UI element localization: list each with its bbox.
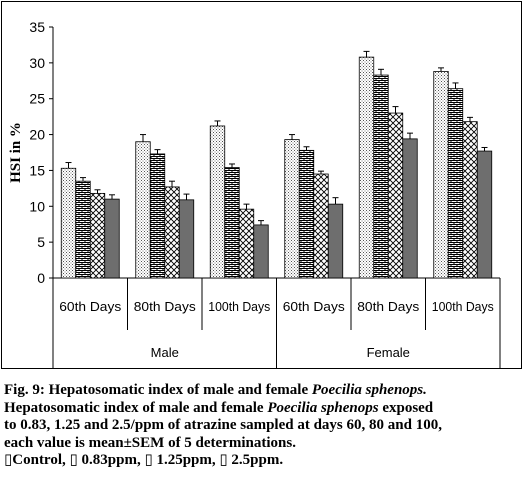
x-tick-label: 60th Days <box>283 299 346 314</box>
caption-line-2: Hepatosomatic index of male and female P… <box>4 400 522 418</box>
y-tick-label: 35 <box>29 19 45 35</box>
y-tick-label: 30 <box>29 55 45 71</box>
bar-1-25ppm <box>462 121 478 279</box>
bar-2-5ppm <box>104 198 120 279</box>
bar-control <box>60 167 77 279</box>
caption-line1-text: Fig. 9: Hepatosomatic index of male and … <box>4 382 312 398</box>
figure-caption: Fig. 9: Hepatosomatic index of male and … <box>4 382 522 470</box>
legend-mark-icon: ▯ <box>69 452 78 468</box>
bar-0-83ppm <box>298 149 315 279</box>
hsi-bar-chart: 0 5 10 15 20 25 30 35 HSI in % 60th Days 80th Days… <box>8 19 501 368</box>
y-tick-label: 25 <box>29 91 45 107</box>
bar-2-5ppm <box>253 224 269 279</box>
x-tick-label: 80th Days <box>134 299 197 314</box>
bar-2-5ppm <box>402 138 418 279</box>
bar-control <box>209 125 226 279</box>
x-tick-label: 100th Days <box>432 299 494 314</box>
caption-line-4: each value is mean±SEM of 5 determinatio… <box>4 434 296 451</box>
legend-mark-icon: ▯ <box>219 452 228 468</box>
bar-1-25ppm <box>89 192 106 279</box>
y-tick-label: 5 <box>37 234 45 250</box>
caption-species-2: Poecilia sphenops <box>267 399 379 416</box>
bar-1-25ppm <box>387 112 404 279</box>
chart-frame <box>1 1 522 369</box>
caption-species-1: Poecilia sphenops. <box>311 382 427 398</box>
y-tick-label: 10 <box>29 198 45 214</box>
legend-control: Control, <box>12 452 70 468</box>
bar-0-83ppm <box>75 180 91 279</box>
group-label: Male <box>151 345 179 360</box>
bar-control <box>433 71 449 279</box>
legend-2-5ppm: 2.5ppm. <box>227 452 284 468</box>
x-tick-label: 80th Days <box>357 299 420 314</box>
axes <box>49 26 501 368</box>
y-axis-title: HSI in % <box>8 122 24 183</box>
legend-1-25ppm: 1.25ppm, <box>152 452 220 468</box>
legend-0-83ppm: 0.83ppm, <box>77 452 145 468</box>
bar-0-83ppm <box>373 74 389 279</box>
bar-0-83ppm <box>447 88 464 279</box>
bar-2-5ppm <box>476 150 493 279</box>
bar-0-83ppm <box>149 153 166 279</box>
group-label: Female <box>367 345 410 360</box>
error-bars <box>65 50 488 225</box>
bar-1-25ppm <box>313 173 329 279</box>
bar-control <box>135 141 151 279</box>
bar-2-5ppm <box>327 203 344 279</box>
bar-0-83ppm <box>224 167 240 279</box>
bar-1-25ppm <box>238 208 255 279</box>
x-tick-label: 60th Days <box>59 299 122 314</box>
y-tick-label: 20 <box>29 127 45 143</box>
legend-mark-icon: ▯ <box>4 452 13 468</box>
bars <box>60 56 493 279</box>
x-tick-label: 100th Days <box>208 299 270 314</box>
bar-control <box>284 139 300 279</box>
caption-line2-suffix: exposed <box>378 399 434 416</box>
caption-line-1: Fig. 9: Hepatosomatic index of male and … <box>4 382 522 400</box>
legend-mark-icon: ▯ <box>144 452 153 468</box>
axis-labels: 0 5 10 15 20 25 30 35 HSI in % 60th Days 80th Days… <box>8 19 494 360</box>
caption-line-3: to 0.83, 1.25 and 2.5/ppm of atrazine sa… <box>4 417 442 433</box>
bar-1-25ppm <box>164 186 180 279</box>
caption-line2-text: Hepatosomatic index of male and female <box>4 399 268 416</box>
y-tick-label: 15 <box>29 162 45 178</box>
bar-2-5ppm <box>178 199 195 279</box>
bar-control <box>358 56 375 279</box>
caption-legend: ▯Control, ▯ 0.83ppm, ▯ 1.25ppm, ▯ 2.5ppm… <box>4 452 522 470</box>
y-tick-label: 0 <box>37 270 45 286</box>
